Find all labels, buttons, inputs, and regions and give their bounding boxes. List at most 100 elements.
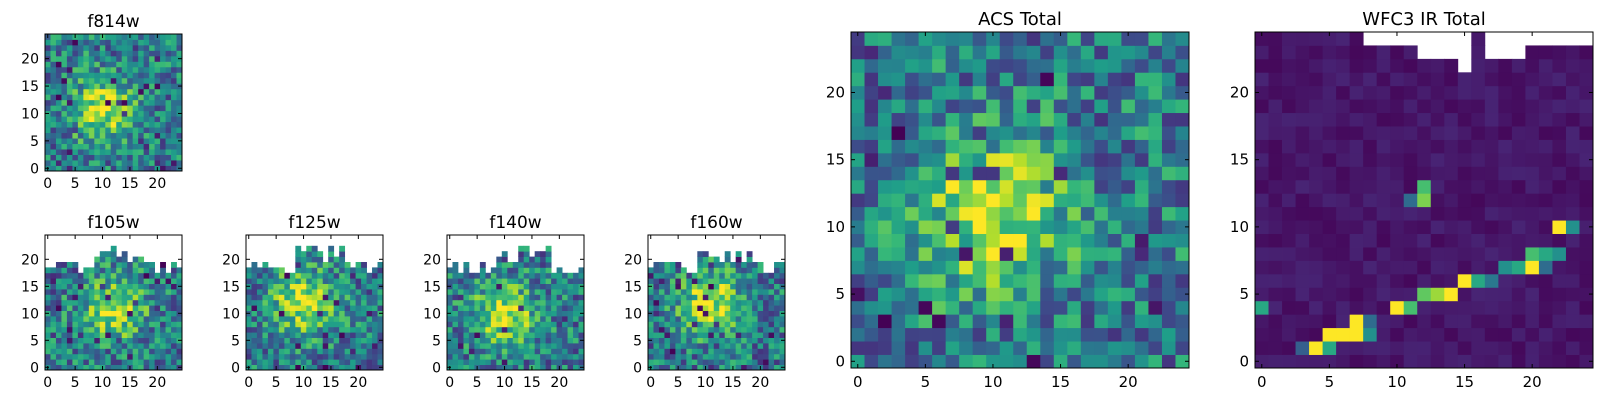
pixel-cell	[262, 364, 269, 371]
pixel-cell	[61, 267, 68, 274]
x-tick-label: 15	[724, 375, 742, 391]
y-tick-label: 20	[423, 252, 441, 268]
pixel-cell	[534, 267, 541, 274]
pixel-cell	[752, 289, 758, 295]
pixel-cell	[88, 72, 95, 79]
pixel-cell	[176, 294, 183, 301]
pixel-cell	[94, 321, 101, 328]
pixel-cell	[735, 262, 742, 268]
pixel-cell	[501, 332, 508, 338]
pixel-cell	[999, 32, 1014, 46]
pixel-cell	[986, 32, 1001, 46]
pixel-cell	[735, 348, 742, 355]
pixel-cell	[246, 326, 252, 333]
pixel-cell	[452, 316, 459, 322]
pixel-cell	[61, 310, 68, 317]
pixel-cell	[496, 316, 503, 322]
pixel-cell	[116, 72, 123, 79]
pixel-cell	[295, 299, 302, 306]
pixel-cell	[1121, 273, 1136, 288]
pixel-cell	[88, 121, 95, 128]
pixel-cell	[1484, 206, 1499, 221]
pixel-cell	[648, 321, 654, 328]
pixel-cell	[317, 289, 324, 295]
pixel-cell	[851, 260, 865, 275]
pixel-cell	[972, 112, 987, 127]
pixel-cell	[496, 283, 503, 290]
pixel-cell	[1255, 273, 1269, 288]
pixel-cell	[1363, 152, 1378, 167]
pixel-cell	[273, 289, 280, 295]
pixel-cell	[972, 327, 987, 342]
pixel-cell	[735, 359, 742, 365]
pixel-cell	[1040, 166, 1055, 181]
pixel-cell	[154, 326, 161, 333]
pixel-cell	[372, 353, 378, 360]
pixel-cell	[110, 348, 117, 355]
pixel-cell	[72, 310, 79, 317]
pixel-cell	[945, 85, 960, 100]
pixel-cell	[262, 299, 269, 306]
pixel-cell	[713, 283, 720, 290]
pixel-cell	[1430, 300, 1445, 315]
pixel-cell	[932, 99, 947, 114]
pixel-cell	[905, 32, 919, 46]
pixel-cell	[1268, 341, 1283, 355]
pixel-cell	[774, 337, 780, 344]
pixel-cell	[945, 45, 960, 60]
pixel-cell	[328, 337, 335, 344]
pixel-cell	[160, 61, 166, 68]
x-tick-label: 20	[148, 375, 166, 391]
pixel-cell	[567, 337, 574, 344]
pixel-cell	[1026, 354, 1041, 369]
pixel-cell	[55, 364, 62, 371]
pixel-cell	[88, 294, 95, 301]
pixel-cell	[311, 332, 318, 338]
pixel-cell	[735, 332, 742, 338]
pixel-cell	[1430, 220, 1445, 234]
pixel-cell	[540, 294, 547, 301]
pixel-cell	[72, 299, 79, 306]
pixel-cell	[306, 267, 313, 274]
pixel-cell	[708, 289, 715, 295]
pixel-cell	[1349, 193, 1364, 208]
pixel-cell	[529, 337, 536, 344]
pixel-cell	[986, 354, 1001, 369]
pixel-cell	[1255, 287, 1269, 302]
pixel-cell	[171, 77, 177, 84]
pixel-cell	[735, 283, 742, 290]
pixel-cell	[55, 50, 62, 57]
pixel-cell	[278, 337, 285, 344]
pixel-cell	[284, 321, 291, 328]
pixel-cell	[1444, 220, 1459, 234]
pixel-cell	[1484, 126, 1499, 140]
pixel-cell	[300, 262, 307, 268]
pixel-cell	[735, 326, 742, 333]
pixel-cell	[1552, 72, 1567, 87]
pixel-cell	[545, 343, 552, 349]
pixel-cell	[1471, 220, 1486, 234]
y-tick-label: 15	[21, 79, 39, 95]
pixel-cell	[251, 272, 258, 279]
pixel-cell	[735, 289, 742, 295]
panel-title: f160w	[690, 213, 742, 233]
pixel-cell	[1080, 273, 1095, 288]
pixel-cell	[50, 88, 57, 95]
pixel-cell	[149, 105, 155, 112]
pixel-cell	[1309, 287, 1323, 302]
pixel-cell	[132, 332, 139, 338]
pixel-cell	[1107, 220, 1122, 234]
pixel-cell	[512, 283, 519, 290]
pixel-cell	[507, 267, 514, 274]
pixel-cell	[110, 110, 117, 117]
pixel-cell	[88, 267, 95, 274]
pixel-cell	[72, 132, 79, 139]
pixel-cell	[154, 44, 161, 51]
pixel-cell	[295, 278, 302, 284]
pixel-cell	[496, 267, 503, 274]
pixel-cell	[1094, 152, 1109, 167]
pixel-cell	[719, 321, 726, 328]
pixel-cell	[61, 165, 68, 172]
pixel-cell	[160, 127, 166, 134]
